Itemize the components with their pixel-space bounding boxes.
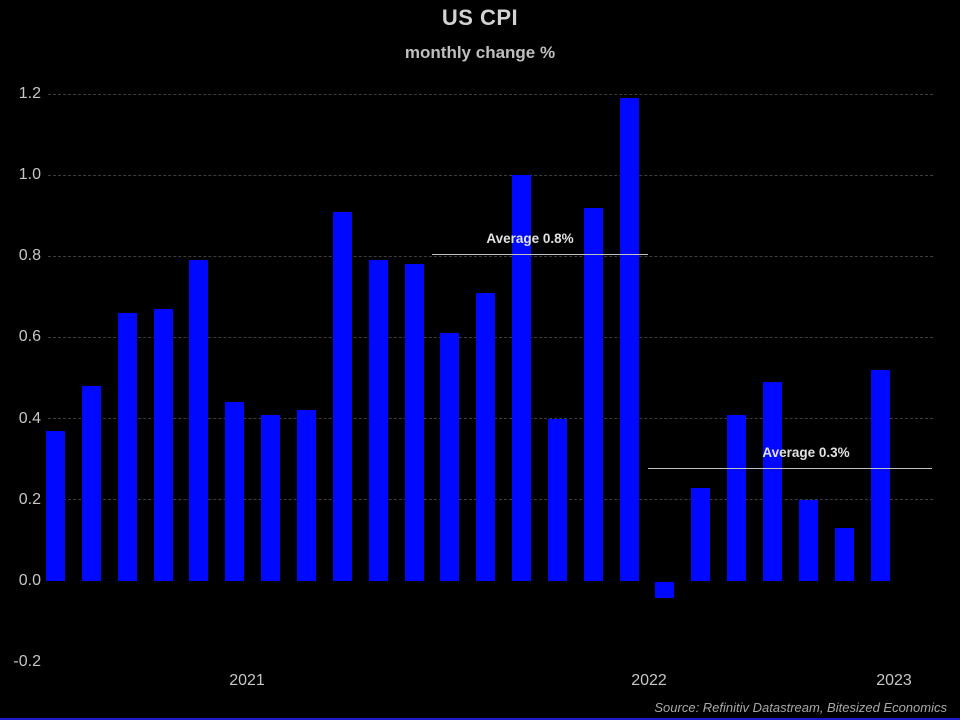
chart-title: US CPI [441,5,519,30]
cpi-bar [46,430,65,581]
cpi-bar [117,313,137,581]
y-axis-tick-label: 1.0 [18,166,41,184]
x-axis-year-label: 2022 [631,672,667,689]
y-axis-tick-label: -0.2 [13,652,41,670]
cpi-bar [404,264,424,581]
cpi-bar [763,382,782,581]
y-axis-tick-label: 0.0 [18,571,41,589]
cpi-bar [440,333,460,581]
y-axis-tick-label: 0.2 [18,490,41,508]
cpi-bar [261,414,281,581]
y-axis-tick-label: 0.4 [18,409,41,427]
cpi-bar [81,386,101,581]
y-axis-tick-label: 1.2 [18,85,41,102]
average-line [432,254,648,256]
cpi-bar [727,414,747,581]
cpi-bar [332,211,352,581]
x-axis-year-label: 2021 [229,672,265,689]
cpi-bar [512,175,532,581]
y-axis-tick-label: 0.6 [18,328,41,346]
source-attribution: Source: Refinitiv Datastream, Bitesized … [654,700,947,715]
cpi-bar [296,410,316,581]
average-line [648,468,932,470]
cpi-bar [368,260,388,581]
gridline [48,93,933,95]
x-axis-year-label: 2023 [876,672,912,689]
y-axis-tick-label: 0.8 [18,247,41,265]
average-label: Average 0.3% [762,445,850,461]
cpi-bar [691,487,711,581]
cpi-bar [834,528,854,581]
chart-subtitle: monthly change % [404,43,556,62]
bottom-blue-strip [0,718,960,720]
gridline [48,255,933,257]
cpi-bar [655,581,675,599]
cpi-bar [153,309,173,581]
cpi-bar [583,207,603,581]
cpi-bar [225,402,245,581]
average-label: Average 0.8% [486,231,574,247]
cpi-bar [547,418,567,581]
cpi-bar [619,98,639,581]
cpi-bar [189,260,209,581]
cpi-bar [798,499,818,581]
cpi-bar [870,369,890,581]
gridline [48,174,933,176]
cpi-bar [476,292,496,581]
